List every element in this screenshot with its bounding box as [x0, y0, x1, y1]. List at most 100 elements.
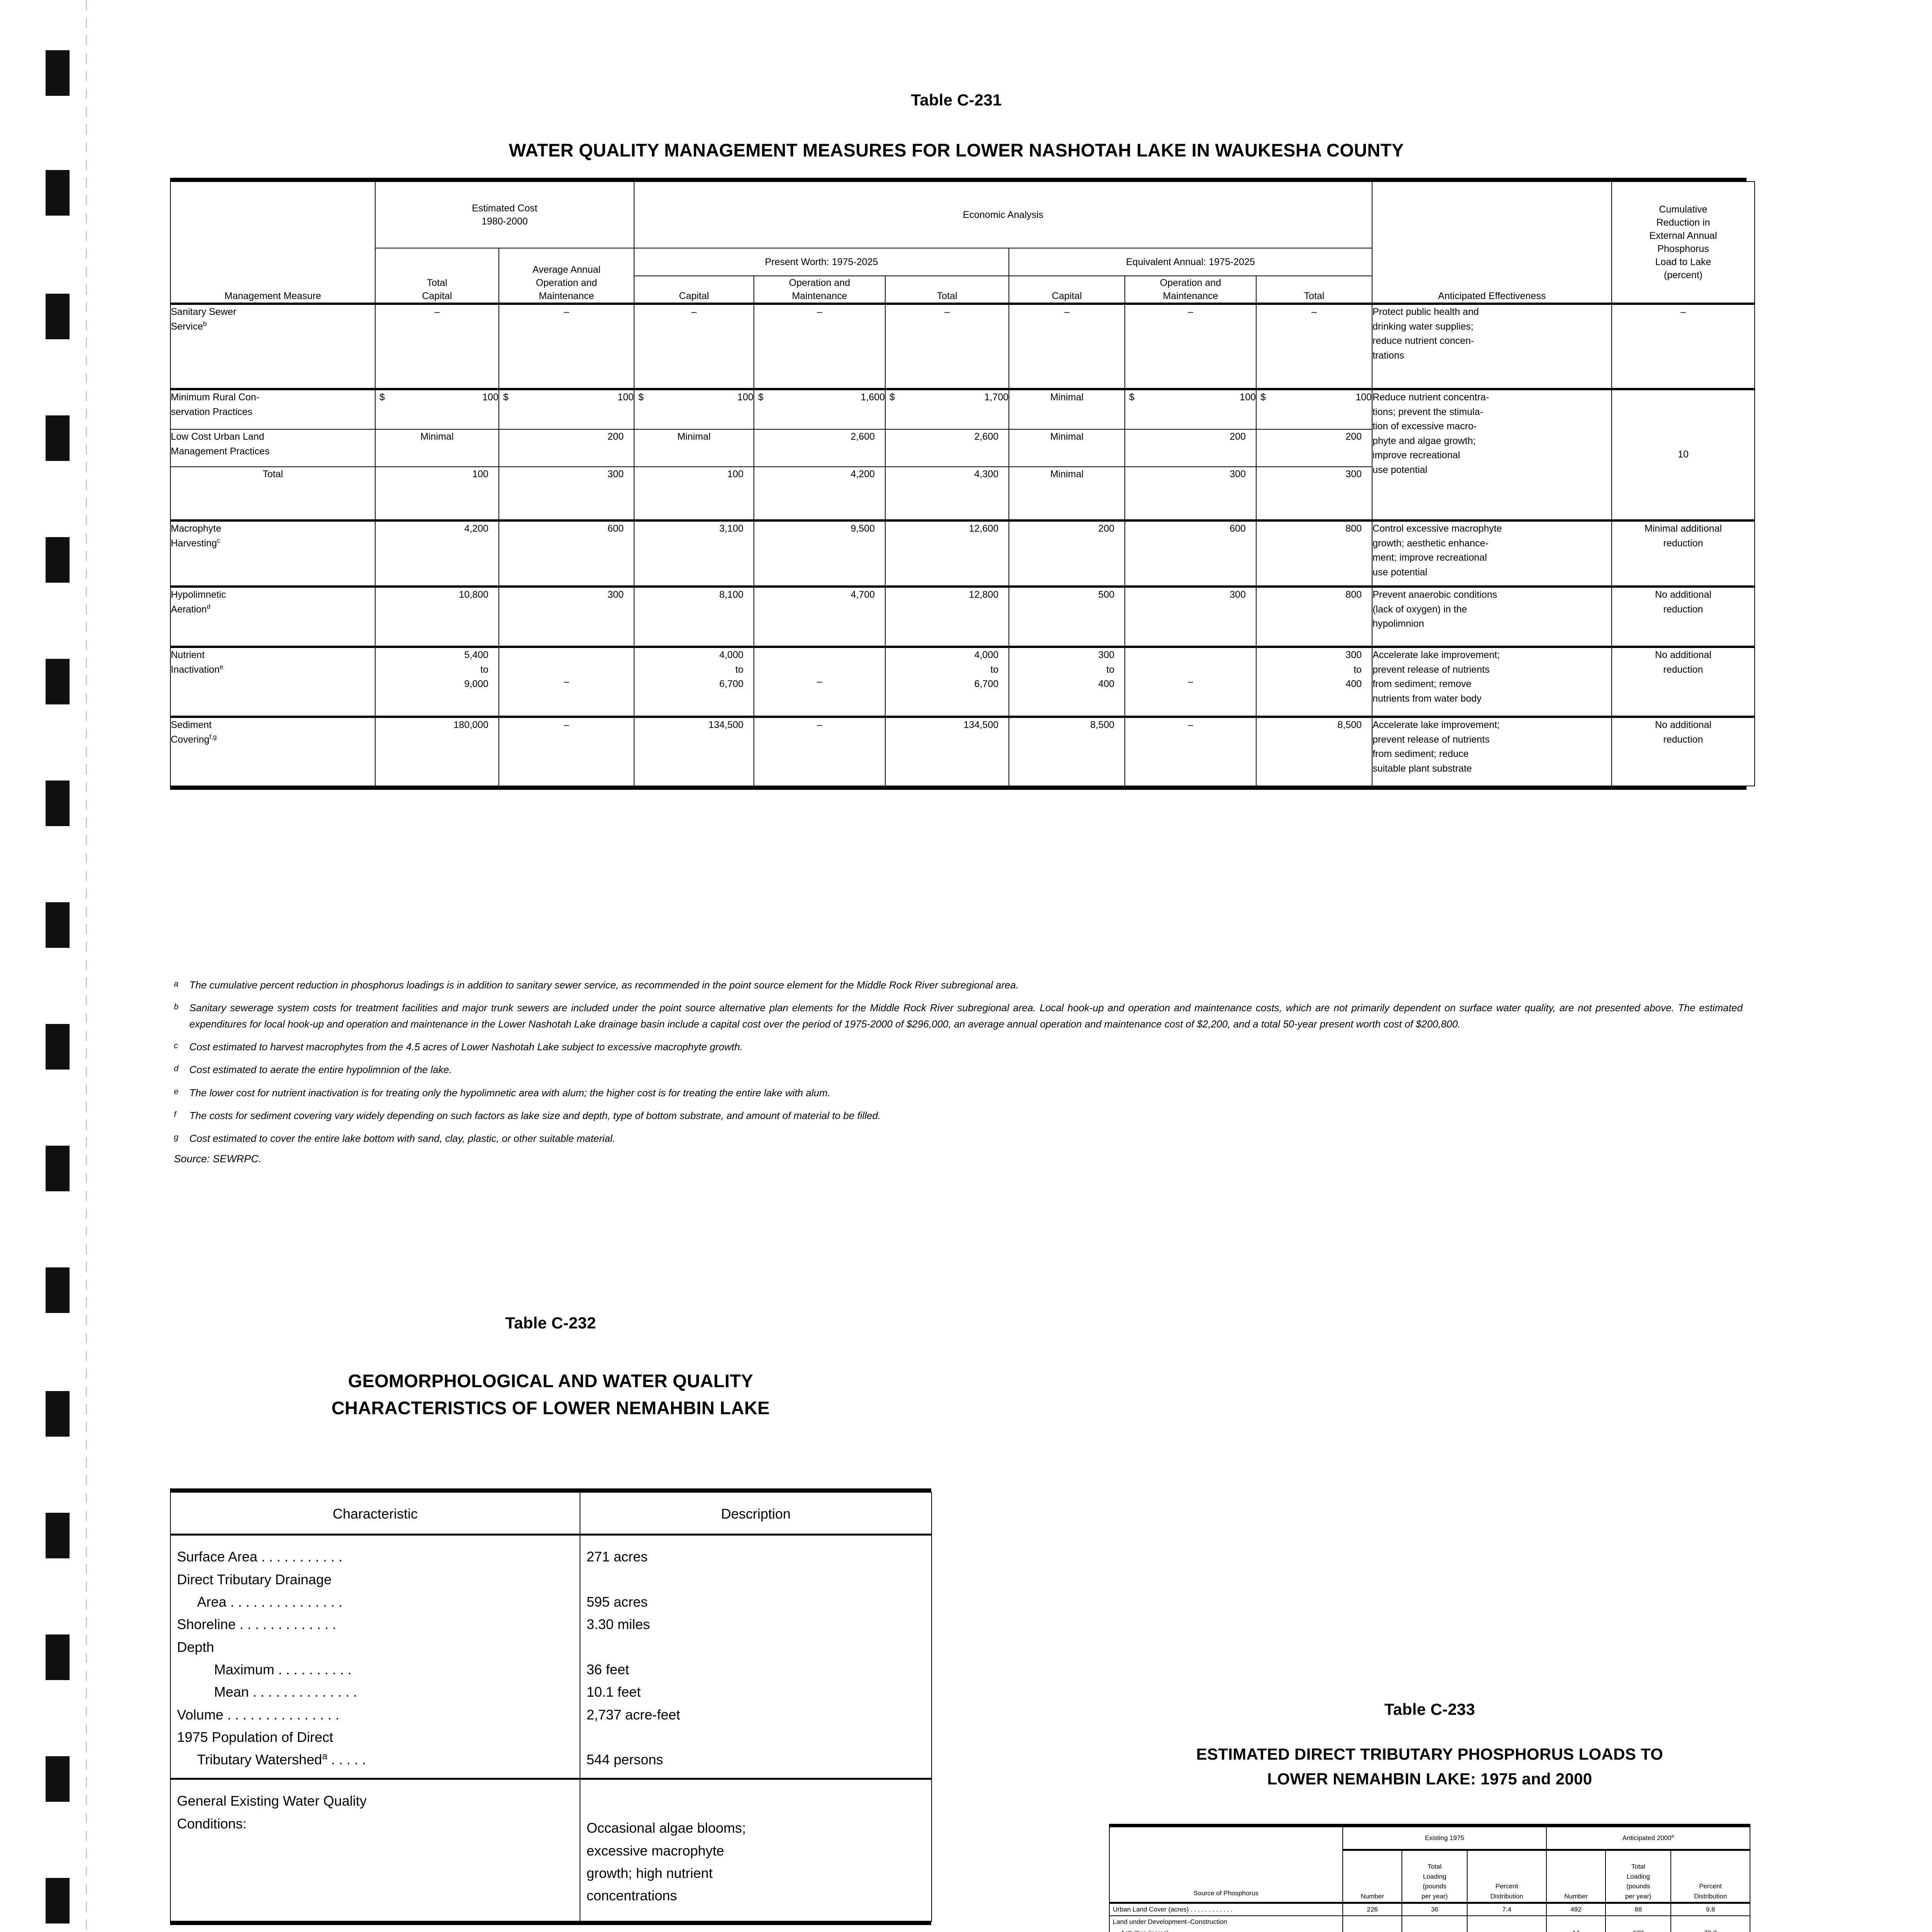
- table-top-rule: [1109, 1824, 1750, 1827]
- cell-pw-total: –: [885, 303, 1010, 389]
- cell-ea-om: 200: [1124, 429, 1257, 467]
- list-item: Area . . . . . . . . . . . . . . .: [197, 1594, 343, 1610]
- list-item-value: 36 feet: [587, 1661, 629, 1677]
- cell-pw-capital: 134,500: [634, 716, 755, 786]
- cell-avg-om: 300: [498, 585, 635, 647]
- cell-total-capital: 5,400 to 9,000: [375, 646, 499, 717]
- cell-e-percent: –: [1467, 1927, 1547, 1932]
- cell-pw-om: 2,600: [753, 429, 886, 467]
- cell-ea-capital: 200: [1009, 519, 1126, 587]
- cell-avg-om: 200: [498, 429, 635, 467]
- th-anticipated-2000: Anticipated 2000a: [1546, 1827, 1751, 1850]
- th-pw-om: Operation and Maintenance: [753, 276, 886, 304]
- table-c231-title: WATER QUALITY MANAGEMENT MEASURES FOR LO…: [509, 140, 1404, 160]
- cell-pw-om: –: [753, 716, 886, 786]
- cell-total-capital: $100: [375, 388, 499, 430]
- list-item: Mean . . . . . . . . . . . . . .: [214, 1684, 357, 1700]
- footnote-e: e The lower cost for nutrient inactivatio…: [174, 1087, 831, 1099]
- th-equivalent-annual: Equivalent Annual: 1975-2025: [1009, 248, 1373, 276]
- cell-e-loading: –: [1401, 1927, 1468, 1932]
- cell-pw-capital: 4,000 to 6,700: [634, 646, 755, 717]
- cell-reduction: No additional reduction: [1611, 585, 1755, 647]
- cell-ea-capital: 300 to 400: [1009, 646, 1126, 717]
- table-c232-title-line1: GEOMORPHOLOGICAL AND WATER QUALITY: [348, 1371, 753, 1391]
- cell-a-loading: [1605, 1915, 1672, 1927]
- table-row: Macrophyte Harvestingc 4,200 600 3,100 9…: [170, 519, 1755, 587]
- footnote-f: f The costs for sediment covering vary wi…: [174, 1109, 881, 1121]
- description-list: 271 acres 595 acres 3.30 miles 36 feet 1…: [580, 1534, 932, 1779]
- cell-avg-om: –: [498, 303, 635, 389]
- cell-pw-total: 4,300: [885, 466, 1010, 521]
- cell-pw-om: 4,200: [753, 466, 886, 521]
- table-row: Total 100 300 100 4,200 4,300 Minimal 30…: [170, 466, 1755, 521]
- list-item-value: 10.1 feet: [587, 1684, 641, 1700]
- cell-avg-om: –: [498, 716, 635, 786]
- cell-e-number: –: [1342, 1927, 1403, 1932]
- table-c231-footnotes: a The cumulative percent reduction in pho…: [174, 977, 1743, 1165]
- footnote-b: b Sanitary sewerage system costs for trea…: [174, 1002, 1743, 1030]
- list-item: Shoreline . . . . . . . . . . . . .: [177, 1616, 337, 1633]
- cell-e-number: [1342, 1915, 1403, 1927]
- row-measure: Total: [170, 466, 376, 521]
- row-measure: Hypolimnetic Aerationd: [170, 585, 376, 647]
- th-a-number: Number: [1546, 1849, 1606, 1903]
- table-c232-grid: Characteristic Description Surface Area …: [170, 1492, 932, 1922]
- table-row: Low Cost Urban Land Management Practices…: [170, 429, 1755, 467]
- cell-a-percent: 9.8: [1670, 1902, 1750, 1916]
- table-c231-source: Source: SEWRPC.: [174, 1153, 262, 1165]
- th-description: Description: [580, 1492, 932, 1535]
- cell-pw-capital: 3,100: [634, 519, 755, 587]
- list-item: Tributary Watersheda . . . . .: [197, 1751, 366, 1768]
- general-conditions-value: Occasional algae blooms; excessive macro…: [580, 1778, 932, 1922]
- footnote-c: c Cost estimated to harvest macrophytes f…: [174, 1041, 743, 1053]
- cell-ea-total: 800: [1256, 519, 1373, 587]
- row-label: Land under Development–Construction: [1109, 1915, 1343, 1927]
- th-anticipated-effectiveness: Anticipated Effectiveness: [1372, 181, 1612, 304]
- cell-pw-capital: –: [634, 303, 755, 389]
- cell-avg-om: –: [498, 646, 635, 717]
- cell-total-capital: 180,000: [375, 716, 499, 786]
- cell-ea-om: $100: [1124, 388, 1257, 430]
- table-c232-number: Table C-232: [505, 1314, 596, 1332]
- list-item: Depth: [177, 1639, 214, 1655]
- cell-avg-om: $100: [498, 388, 635, 430]
- cell-total-capital: 4,200: [375, 519, 499, 587]
- th-source-of-phosphorus: Source of Phosphorus: [1109, 1827, 1343, 1903]
- cell-ea-om: 600: [1124, 519, 1257, 587]
- cell-pw-total: 2,600: [885, 429, 1010, 467]
- th-pw-capital: Capital: [634, 276, 755, 304]
- th-ea-capital: Capital: [1009, 276, 1126, 304]
- cell-ea-om: –: [1124, 303, 1257, 389]
- cell-e-loading: 36: [1401, 1902, 1468, 1916]
- row-measure: Sediment Coveringf,g: [170, 716, 376, 786]
- th-estimated-cost: Estimated Cost 1980-2000: [374, 181, 635, 248]
- characteristic-list: Surface Area . . . . . . . . . . . Direc…: [170, 1534, 580, 1779]
- cell-a-number: 14: [1546, 1927, 1606, 1932]
- cell-reduction: No additional reduction: [1611, 716, 1755, 786]
- cell-ea-total: 300: [1256, 466, 1373, 521]
- th-cumulative-reduction: Cumulative Reduction in External Annual …: [1611, 181, 1755, 304]
- table-c232-title-line2: CHARACTERISTICS OF LOWER NEMAHBIN LAKE: [331, 1398, 770, 1418]
- table-c231: Management Measure Estimated Cost 1980-2…: [170, 178, 1755, 790]
- cell-effectiveness: Accelerate lake improvement; prevent rel…: [1372, 716, 1612, 786]
- table-row: Nutrient Inactivatione 5,400 to 9,000 – …: [170, 646, 1755, 717]
- table-row: Sediment Coveringf,g 180,000 – 134,500 –…: [170, 716, 1755, 786]
- cell-pw-om: –: [753, 303, 886, 389]
- table-row: Sanitary Sewer Serviceb – – – – – – – – …: [170, 303, 1755, 389]
- cell-pw-om: 9,500: [753, 519, 886, 587]
- table-row: Urban Land Cover (acres) . . . . . . . .…: [1109, 1902, 1750, 1916]
- row-measure: Low Cost Urban Land Management Practices: [170, 429, 376, 467]
- list-item: Direct Tributary Drainage: [177, 1571, 332, 1587]
- footnote-d: d Cost estimated to aerate the entire hyp…: [174, 1064, 452, 1076]
- table-row: Minimum Rural Con- servation Practices $…: [170, 388, 1755, 521]
- cell-effectiveness: Prevent anaerobic conditions (lack of ox…: [1372, 585, 1612, 647]
- cell-pw-total: $1,700: [885, 388, 1010, 430]
- cell-pw-om: $1,600: [753, 388, 886, 430]
- cell-pw-capital: 100: [634, 466, 755, 521]
- table-bottom-rule: [170, 786, 1747, 790]
- cell-ea-capital: 500: [1009, 585, 1126, 647]
- table-c232: Characteristic Description Surface Area …: [170, 1488, 932, 1925]
- cell-pw-total: 134,500: [885, 716, 1010, 786]
- th-e-total-loading: Total Loading (pounds per year): [1401, 1849, 1468, 1903]
- th-a-total-loading: Total Loading (pounds per year): [1605, 1849, 1672, 1903]
